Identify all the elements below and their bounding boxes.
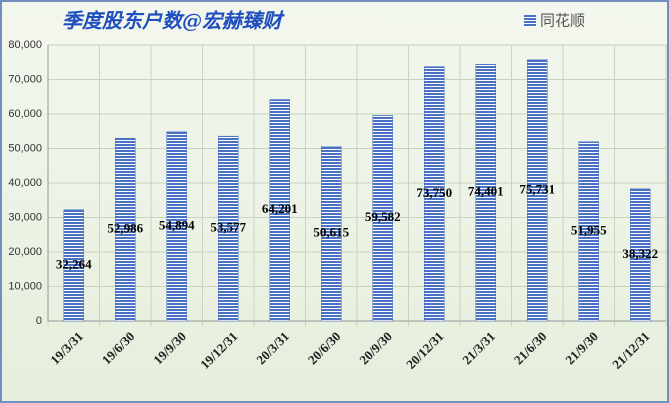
- value-label: 50,615: [313, 225, 349, 240]
- bar: [578, 141, 599, 322]
- y-tick-label: 0: [36, 315, 42, 327]
- value-label: 54,894: [159, 217, 195, 232]
- bar: [372, 115, 393, 322]
- chart-title: 季度股东户数@宏赫臻财: [62, 9, 285, 33]
- value-label: 53,577: [210, 220, 246, 235]
- bar: [630, 188, 651, 322]
- bar: [166, 131, 187, 322]
- y-tick-label: 30,000: [8, 211, 42, 223]
- value-label: 74,401: [468, 184, 504, 199]
- y-tick-label: 20,000: [8, 246, 42, 258]
- value-label: 51,955: [571, 222, 607, 237]
- bar: [269, 99, 290, 322]
- y-tick-label: 60,000: [8, 108, 42, 120]
- value-label: 38,322: [622, 246, 658, 261]
- legend-label: 同花顺: [540, 12, 585, 30]
- bar: [115, 137, 136, 322]
- value-label: 64,201: [262, 201, 298, 216]
- y-tick-label: 50,000: [8, 142, 42, 154]
- y-tick-label: 40,000: [8, 177, 42, 189]
- value-label: 75,731: [519, 181, 555, 196]
- value-label: 59,582: [365, 209, 401, 224]
- bar: [63, 209, 84, 322]
- y-tick-label: 10,000: [8, 280, 42, 292]
- bar: [475, 64, 496, 322]
- bar: [321, 146, 342, 322]
- bar: [527, 59, 548, 322]
- legend-swatch: [524, 15, 536, 27]
- bar: [424, 66, 445, 322]
- y-tick-label: 70,000: [8, 73, 42, 85]
- value-label: 32,264: [56, 256, 92, 271]
- y-tick-label: 80,000: [8, 39, 42, 51]
- value-label: 52,986: [107, 221, 143, 236]
- value-label: 73,750: [416, 185, 452, 200]
- bar: [218, 135, 239, 322]
